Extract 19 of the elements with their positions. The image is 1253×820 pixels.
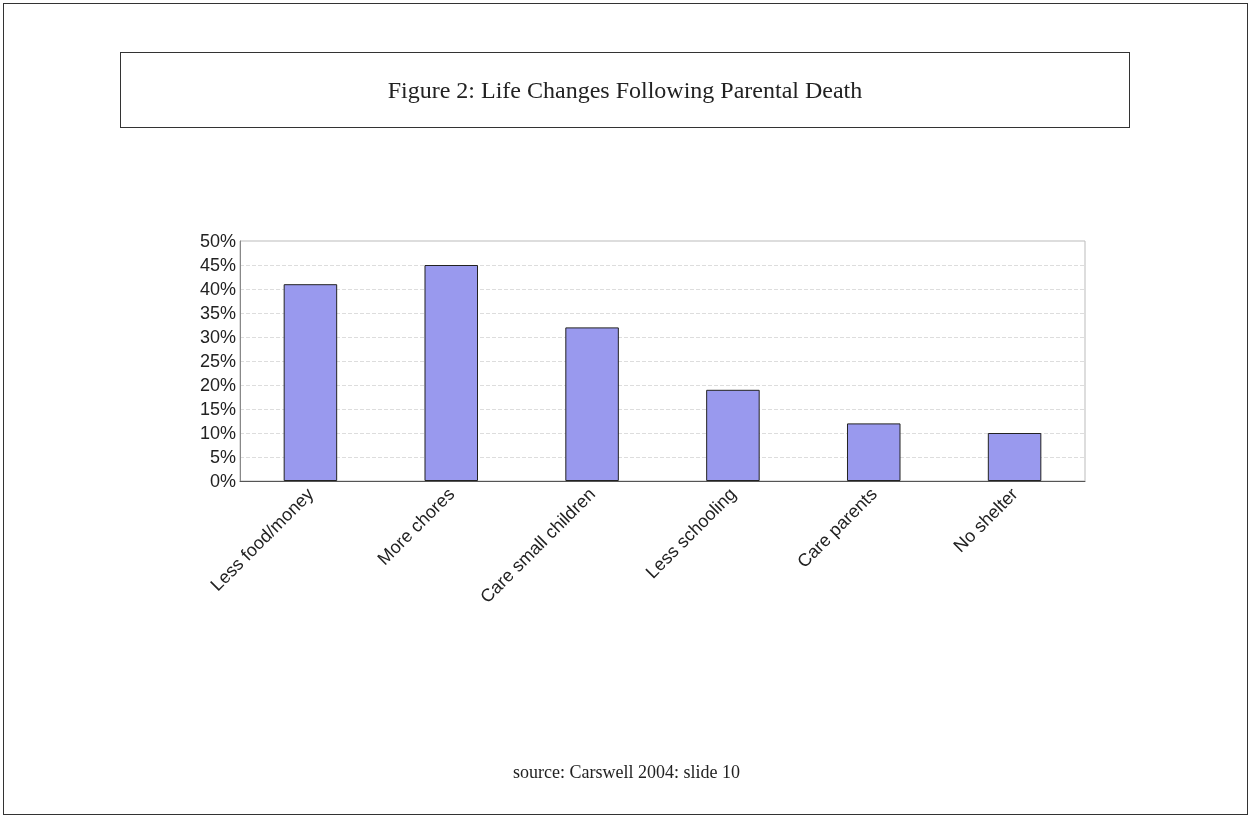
y-tick-label: 10% xyxy=(199,423,236,443)
y-tick-label: 5% xyxy=(209,447,236,467)
bar xyxy=(283,284,338,481)
y-tick-label: 50% xyxy=(199,231,236,251)
bar xyxy=(706,389,760,481)
y-tick-label: 40% xyxy=(199,279,236,299)
bar xyxy=(424,265,479,481)
chart-title: Figure 2: Life Changes Following Parental Death xyxy=(120,52,1130,128)
y-tick-label: 0% xyxy=(209,471,236,491)
y-tick-label: 30% xyxy=(199,327,236,347)
y-tick-label: 45% xyxy=(199,255,236,275)
source-note: source: Carswell 2004: slide 10 xyxy=(512,762,741,783)
bar xyxy=(987,433,1042,481)
y-tick-label: 35% xyxy=(199,303,236,323)
bar xyxy=(565,327,619,481)
bar xyxy=(846,423,901,481)
y-tick-label: 20% xyxy=(199,375,236,395)
y-tick-label: 25% xyxy=(199,351,236,371)
y-tick-label: 15% xyxy=(199,399,236,419)
